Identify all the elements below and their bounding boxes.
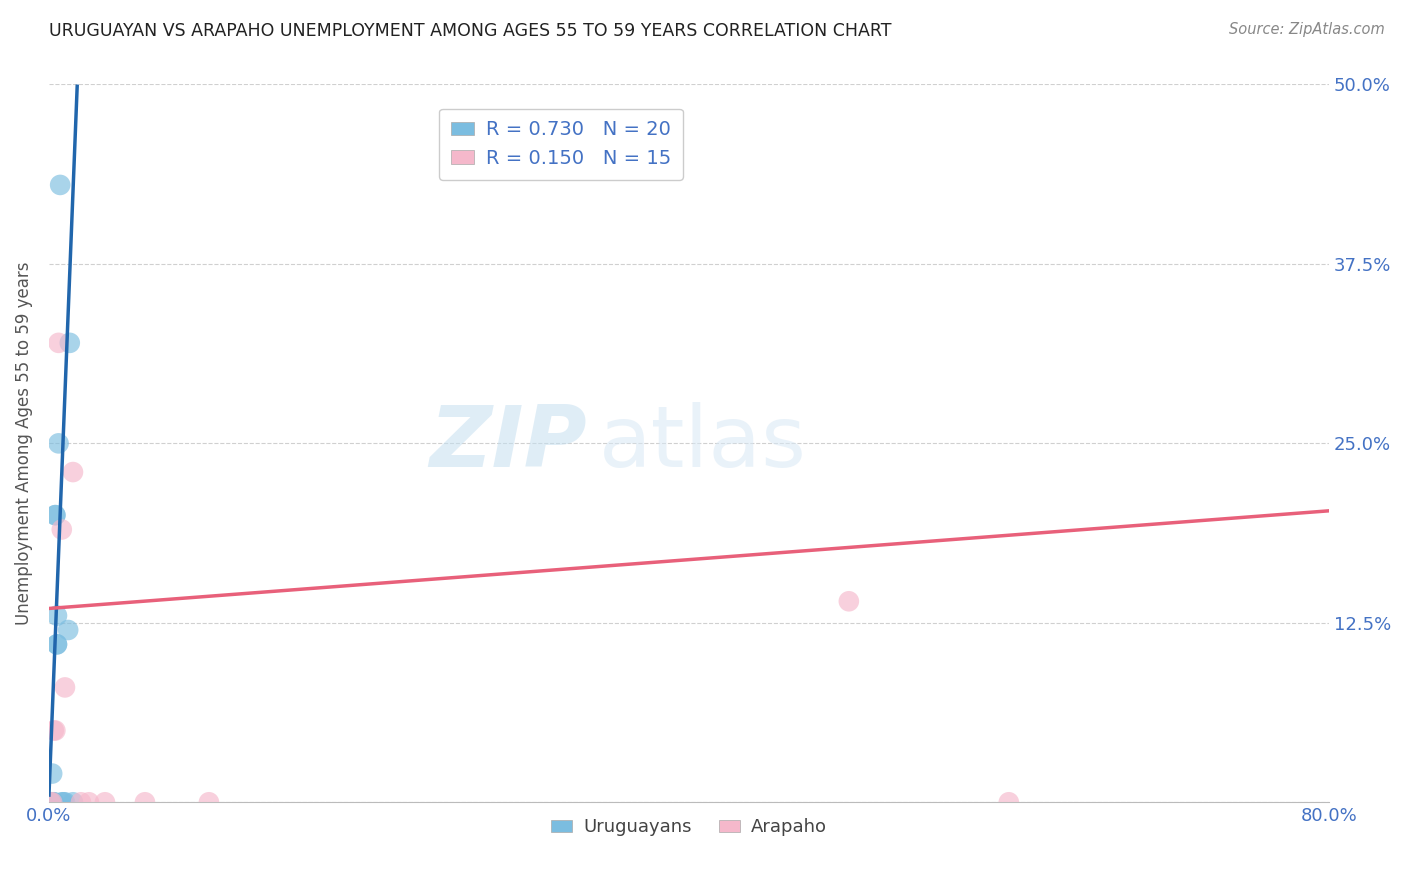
Point [48, 335, 70, 350]
Point [42, 723, 65, 738]
Point [51, 523, 73, 537]
Point [39, 795, 62, 809]
Point [53, 795, 76, 809]
Point [41, 795, 63, 809]
Point [53, 681, 76, 695]
Point [39, 795, 62, 809]
Point [49, 178, 72, 192]
Point [51, 795, 73, 809]
Point [48, 436, 70, 450]
Point [41, 795, 63, 809]
Y-axis label: Unemployment Among Ages 55 to 59 years: Unemployment Among Ages 55 to 59 years [15, 261, 32, 625]
Legend: Uruguayans, Arapaho: Uruguayans, Arapaho [543, 811, 834, 844]
Point [134, 795, 156, 809]
Text: atlas: atlas [599, 402, 807, 485]
Point [41, 795, 63, 809]
Point [44, 508, 66, 523]
Text: Source: ZipAtlas.com: Source: ZipAtlas.com [1229, 22, 1385, 37]
Point [77, 795, 100, 809]
Point [39, 795, 62, 809]
Point [46, 608, 69, 623]
Point [44, 723, 66, 738]
Point [52, 795, 75, 809]
Text: ZIP: ZIP [429, 402, 586, 485]
Point [198, 795, 221, 809]
Text: URUGUAYAN VS ARAPAHO UNEMPLOYMENT AMONG AGES 55 TO 59 YEARS CORRELATION CHART: URUGUAYAN VS ARAPAHO UNEMPLOYMENT AMONG … [49, 22, 891, 40]
Point [59, 335, 82, 350]
Point [42, 795, 65, 809]
Point [46, 637, 69, 651]
Point [94, 795, 117, 809]
Point [70, 795, 93, 809]
Point [62, 795, 84, 809]
Point [838, 594, 860, 608]
Point [42, 795, 65, 809]
Point [62, 465, 84, 479]
Point [46, 637, 69, 651]
Point [41, 766, 63, 780]
Point [44, 508, 66, 523]
Point [998, 795, 1021, 809]
Point [56, 623, 79, 637]
